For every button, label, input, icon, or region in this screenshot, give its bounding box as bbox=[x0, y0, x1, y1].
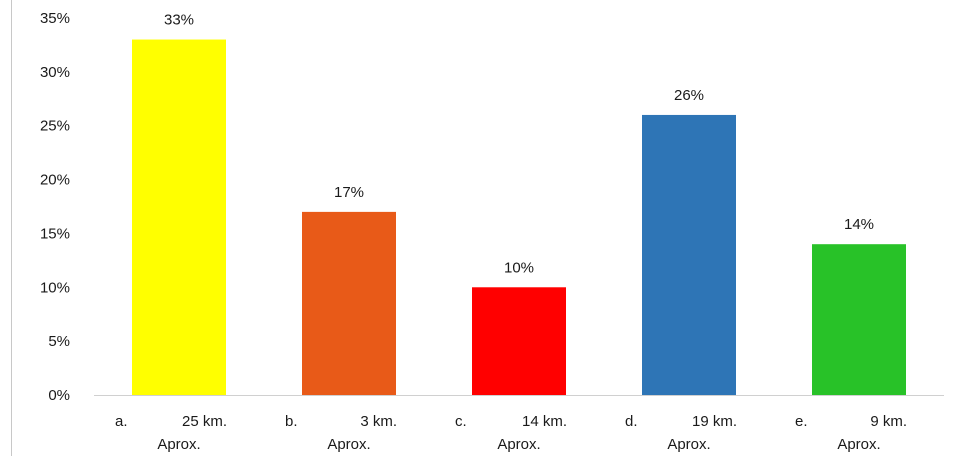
category-suffix: Aprox. bbox=[837, 436, 880, 453]
category-letter: d. bbox=[625, 413, 638, 430]
bar bbox=[812, 244, 906, 395]
frame-left-border bbox=[11, 0, 12, 456]
category-suffix: Aprox. bbox=[327, 436, 370, 453]
bar bbox=[132, 39, 226, 396]
bar bbox=[472, 287, 566, 395]
bar-series bbox=[132, 39, 906, 396]
category-letter: e. bbox=[795, 413, 808, 430]
category-distance: 14 km. bbox=[522, 413, 567, 430]
category-distance: 9 km. bbox=[870, 413, 907, 430]
x-axis: a. 25 km. Aprox. b. 3 km. Aprox. c. 14 km. Aprox… bbox=[94, 395, 944, 453]
data-label: 14% bbox=[844, 216, 874, 233]
data-label: 10% bbox=[504, 259, 534, 276]
y-tick-label: 35% bbox=[40, 10, 70, 27]
y-tick-label: 15% bbox=[40, 225, 70, 242]
category-letter: a. bbox=[115, 413, 128, 430]
bar bbox=[642, 114, 736, 395]
category-distance: 19 km. bbox=[692, 413, 737, 430]
y-tick-label: 0% bbox=[48, 387, 70, 404]
y-tick-label: 25% bbox=[40, 118, 70, 135]
category-letter: c. bbox=[455, 413, 467, 430]
category-letter: b. bbox=[285, 413, 298, 430]
category-suffix: Aprox. bbox=[667, 436, 710, 453]
data-label: 26% bbox=[674, 87, 704, 104]
y-axis: 0% 5% 10% 15% 20% 25% 30% 35% bbox=[40, 10, 70, 404]
y-tick-label: 5% bbox=[48, 333, 70, 350]
category-distance: 3 km. bbox=[360, 413, 397, 430]
data-label: 17% bbox=[334, 184, 364, 201]
y-tick-label: 30% bbox=[40, 64, 70, 81]
data-label: 33% bbox=[164, 12, 194, 29]
data-labels: 33% 17% 10% 26% 14% bbox=[164, 12, 874, 277]
y-tick-label: 20% bbox=[40, 172, 70, 189]
category-suffix: Aprox. bbox=[157, 436, 200, 453]
bar bbox=[302, 211, 396, 395]
category-suffix: Aprox. bbox=[497, 436, 540, 453]
category-distance: 25 km. bbox=[182, 413, 227, 430]
y-tick-label: 10% bbox=[40, 279, 70, 296]
